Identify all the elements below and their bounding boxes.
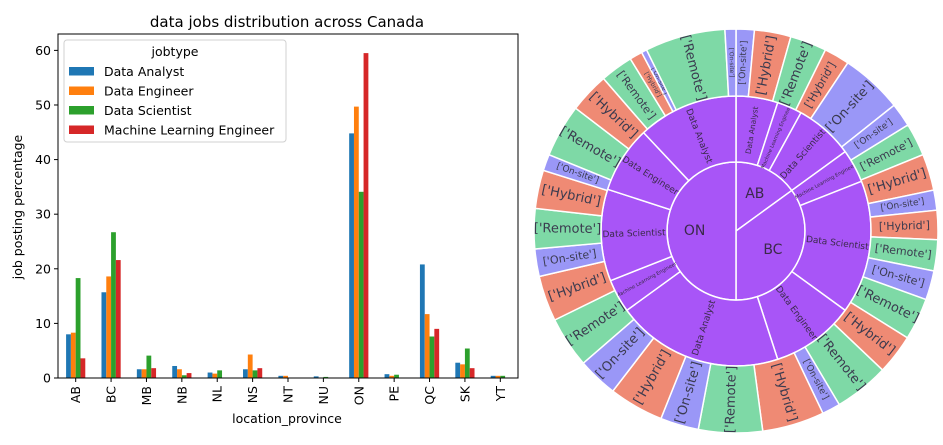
- y-axis: 0 10 20 30 40 50 60: [35, 43, 58, 386]
- sunburst-worktype-segment-onsite: [724, 28, 737, 97]
- bar-machine-learning-engineer-BC: [115, 260, 121, 378]
- bar-machine-learning-engineer-AB: [80, 358, 86, 378]
- bar-machine-learning-engineer-QC: [434, 328, 440, 378]
- bar-data-scientist-QC: [429, 336, 435, 378]
- legend-label: Data Scientist: [104, 103, 192, 118]
- bar-data-engineer-SK: [460, 364, 465, 378]
- sunburst-jobtype-label: Data Scientist: [602, 228, 666, 240]
- bar-data-scientist-PE: [394, 374, 399, 378]
- bar-data-scientist-NB: [181, 375, 187, 378]
- x-tick-label: ON: [351, 386, 366, 405]
- sunburst-worktype-label: ['Remote']: [534, 221, 602, 237]
- y-tick-label: 30: [35, 207, 51, 222]
- x-tick-label: BC: [104, 386, 119, 403]
- x-tick-label: NS: [245, 386, 260, 403]
- x-tick-label: AB: [68, 386, 83, 403]
- bar-data-engineer-AB: [70, 332, 76, 378]
- y-tick-label: 60: [35, 43, 51, 58]
- x-axis: AB BC MB NB NL NS NT NU ON PE QC SK YT: [68, 378, 508, 405]
- bar-machine-learning-engineer-NB: [186, 373, 192, 378]
- legend-swatch: [69, 67, 94, 76]
- bar-data-engineer-BC: [106, 276, 112, 378]
- bar-data-analyst-NL: [207, 372, 213, 378]
- legend-box: [63, 39, 287, 143]
- bar-data-scientist-NU: [323, 376, 329, 378]
- bar-data-analyst-NB: [172, 365, 178, 378]
- legend-label: Data Analyst: [104, 64, 184, 79]
- bar-data-engineer-PE: [389, 375, 395, 378]
- x-tick-label: QC: [422, 386, 437, 405]
- x-tick-label: MB: [139, 386, 154, 405]
- legend-label: Data Engineer: [104, 84, 194, 99]
- x-tick-label: PE: [387, 386, 402, 402]
- bar-data-analyst-SK: [455, 362, 461, 378]
- sunburst-worktype-label: ['Hybrid']: [879, 219, 930, 234]
- bar-data-analyst-PE: [384, 374, 390, 378]
- bar-data-analyst-ON: [349, 133, 354, 378]
- x-tick-label: NL: [210, 386, 225, 402]
- bar-data-analyst-NT: [278, 375, 284, 378]
- y-tick-label: 10: [35, 316, 51, 331]
- sunburst-worktype-label: ['On-site']: [738, 40, 750, 85]
- x-tick-label: YT: [493, 386, 508, 403]
- legend-swatch: [69, 86, 94, 95]
- bar-data-engineer-NS: [247, 354, 253, 378]
- legend-swatch: [69, 106, 94, 115]
- x-tick-label: NT: [281, 386, 296, 403]
- legend: jobtype Data Analyst Data Engineer Data Sci…: [63, 39, 287, 143]
- bar-data-analyst-AB: [66, 334, 71, 378]
- y-axis-label: job posting percentage: [10, 134, 25, 280]
- bar-data-engineer-YT: [495, 375, 501, 378]
- x-tick-label: NU: [316, 386, 331, 405]
- bar-data-engineer-MB: [141, 369, 147, 378]
- x-axis-label: location_province: [232, 411, 342, 426]
- bar-data-engineer-NT: [283, 375, 288, 378]
- bar-series-group: [66, 53, 506, 379]
- bar-data-engineer-NB: [177, 369, 182, 378]
- bar-data-scientist-BC: [111, 232, 116, 378]
- x-tick-label: SK: [457, 385, 472, 402]
- bar-data-analyst-BC: [101, 292, 107, 378]
- legend-swatch: [69, 125, 94, 134]
- bar-data-scientist-NL: [217, 370, 223, 378]
- bar-machine-learning-engineer-NS: [257, 368, 263, 378]
- y-tick-label: 0: [43, 371, 51, 386]
- y-tick-label: 40: [35, 152, 51, 167]
- bar-machine-learning-engineer-MB: [151, 368, 157, 378]
- bar-data-engineer-NL: [212, 373, 218, 378]
- sunburst-worktype-label: ['On-site']: [727, 48, 735, 78]
- chart-title: data jobs distribution across Canada: [150, 13, 424, 31]
- legend-label: Machine Learning Engineer: [104, 123, 275, 138]
- bar-data-analyst-NS: [243, 369, 248, 378]
- bar-data-scientist-YT: [500, 375, 506, 378]
- legend-title: jobtype: [151, 44, 199, 59]
- bar-data-analyst-YT: [490, 375, 496, 378]
- bar-data-scientist-NS: [252, 370, 258, 378]
- bar-data-analyst-NU: [313, 376, 319, 378]
- bar-data-scientist-MB: [146, 355, 152, 378]
- bar-data-analyst-MB: [136, 369, 142, 378]
- y-tick-label: 50: [35, 97, 51, 112]
- bar-machine-learning-engineer-ON: [363, 53, 369, 379]
- x-tick-label: NB: [174, 386, 189, 404]
- bar-data-scientist-ON: [358, 191, 364, 378]
- bar-data-engineer-QC: [424, 314, 430, 378]
- sunburst-province-label: AB: [745, 186, 764, 202]
- bar-data-scientist-SK: [464, 348, 470, 378]
- bar-data-engineer-ON: [353, 106, 359, 379]
- bar-data-analyst-QC: [419, 264, 425, 378]
- bar-chart: data jobs distribution across Canada 0 10…: [10, 13, 519, 426]
- bar-data-scientist-AB: [75, 278, 81, 378]
- sunburst-worktype-label: ['Remote']: [723, 366, 740, 434]
- y-tick-label: 20: [35, 261, 51, 276]
- sunburst-province-label: ON: [684, 223, 706, 239]
- bar-machine-learning-engineer-SK: [469, 368, 475, 378]
- sunburst-province-label: BC: [763, 242, 782, 258]
